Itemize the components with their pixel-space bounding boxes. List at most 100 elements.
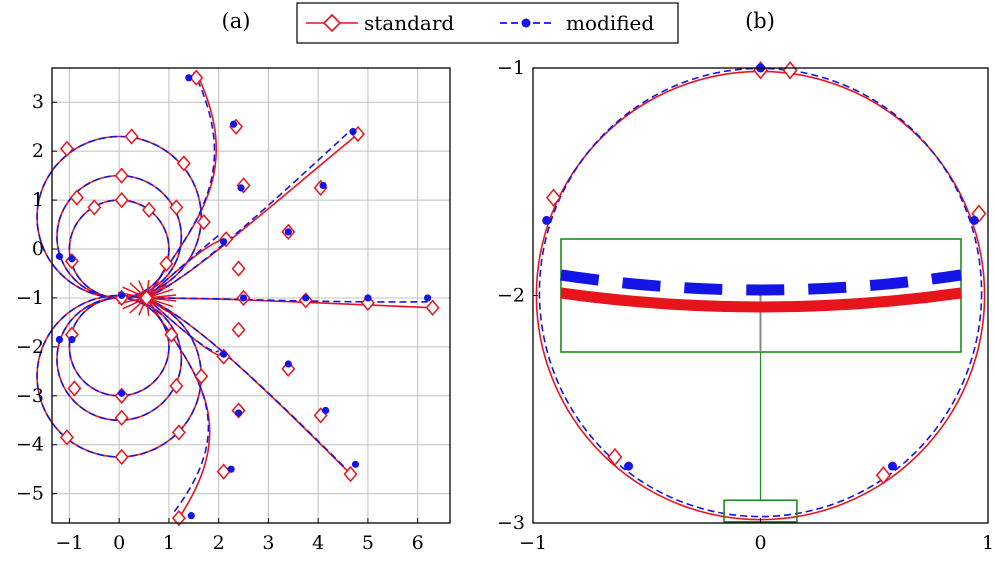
marker-modified <box>68 335 76 344</box>
legend-modified-label: modified <box>566 11 654 35</box>
tick-label-y: −3 <box>16 385 44 407</box>
marker-standard <box>176 155 191 172</box>
marker-modified <box>55 252 64 260</box>
legend-modified-marker <box>521 18 531 28</box>
marker-modified <box>227 465 235 473</box>
marker-standard <box>196 213 211 231</box>
trajectory-standard <box>145 77 218 299</box>
tick-label-y: −5 <box>16 483 44 505</box>
tick-label-x: 0 <box>754 532 766 554</box>
tick-label-x: 5 <box>362 532 374 554</box>
marker-standard <box>124 128 139 145</box>
tick-label-x: 3 <box>262 532 274 554</box>
trajectory-standard <box>145 238 227 299</box>
marker-modified <box>364 294 372 302</box>
tick-label-y: 0 <box>32 238 44 260</box>
marker-standard <box>171 424 186 441</box>
legend-standard-label: standard <box>364 11 454 35</box>
marker-modified <box>55 335 64 344</box>
marker-modified <box>118 291 126 300</box>
marker-standard <box>142 201 157 219</box>
trajectory-standard <box>146 297 433 309</box>
marker-standard <box>216 463 231 480</box>
trajectory-modified <box>145 297 220 353</box>
tick-label-x: −1 <box>55 532 83 554</box>
tick-label-y: −3 <box>497 512 525 534</box>
tick-label-y: 2 <box>32 140 44 162</box>
marker-standard <box>164 326 179 343</box>
marker-standard <box>231 260 246 277</box>
legend-standard-marker <box>322 13 342 33</box>
marker-standard <box>169 377 184 395</box>
marker-standard <box>114 191 129 209</box>
marker-standard <box>114 409 129 426</box>
marker-standard <box>114 448 129 466</box>
marker-standard <box>139 289 154 307</box>
marker-modified <box>220 238 228 246</box>
marker-standard <box>169 199 184 216</box>
tick-label-x: 6 <box>412 532 424 554</box>
marker-modified <box>319 181 327 190</box>
panel-a-grid <box>52 68 450 523</box>
marker-standard <box>159 255 174 272</box>
tick-label-x: 1 <box>982 532 994 554</box>
panel-a-markers <box>55 69 440 527</box>
tick-label-y: −2 <box>16 336 44 358</box>
marker-modified <box>220 350 228 358</box>
panel-b-inset <box>560 238 962 523</box>
marker-standard <box>782 61 798 80</box>
marker-standard <box>194 368 209 385</box>
legend: standard modified <box>296 2 679 44</box>
marker-standard <box>343 465 358 483</box>
trajectory-modified <box>146 297 428 303</box>
marker-standard <box>546 188 561 207</box>
marker-modified <box>424 294 432 302</box>
marker-standard <box>425 299 440 316</box>
marker-standard <box>875 466 891 485</box>
marker-standard <box>59 140 74 157</box>
tick-label-x: −1 <box>519 532 547 554</box>
tick-label-y: −4 <box>16 434 44 456</box>
marker-modified <box>351 460 360 468</box>
trajectory-modified <box>145 71 216 299</box>
tick-label-x: 1 <box>163 532 175 554</box>
panel-b-ticks: −1 0 1 −1 −2 −3 <box>497 57 994 554</box>
caption-b: (b) <box>745 9 775 33</box>
inset-curve-modified <box>560 269 962 296</box>
marker-modified <box>234 409 243 417</box>
panel-a-plot: −1 0 1 2 3 4 5 6 3 2 1 0 −1 −2 −3 −4 −5 <box>16 67 451 554</box>
marker-modified <box>302 294 310 302</box>
marker-standard <box>189 69 204 86</box>
tick-label-x: 4 <box>312 532 324 554</box>
panel-a-curves <box>36 71 433 519</box>
marker-modified <box>229 120 238 128</box>
trajectory-modified <box>145 297 210 513</box>
tick-label-y: −1 <box>16 287 44 309</box>
caption-a: (a) <box>222 9 251 33</box>
marker-modified <box>969 215 979 225</box>
marker-modified <box>68 255 76 263</box>
marker-modified <box>237 184 245 192</box>
tick-label-y: −1 <box>497 57 525 79</box>
marker-modified <box>349 128 357 136</box>
panel-a-frame <box>51 67 451 524</box>
trajectory-modified <box>145 232 222 299</box>
tick-label-x: 0 <box>113 532 125 554</box>
marker-modified <box>284 228 292 236</box>
tick-label-y: 3 <box>32 91 44 113</box>
marker-modified <box>322 406 330 415</box>
marker-standard <box>69 189 84 206</box>
trajectory-modified <box>146 297 347 469</box>
tick-label-x: 2 <box>213 532 225 554</box>
marker-standard <box>171 509 186 527</box>
marker-modified <box>887 461 897 471</box>
marker-modified <box>624 461 634 471</box>
marker-modified <box>187 512 195 520</box>
marker-standard <box>114 167 129 184</box>
tick-label-y: 1 <box>32 189 44 211</box>
marker-modified <box>185 74 193 82</box>
marker-modified <box>118 389 126 397</box>
marker-modified <box>542 215 552 225</box>
marker-modified <box>284 360 292 368</box>
marker-standard <box>67 380 82 397</box>
